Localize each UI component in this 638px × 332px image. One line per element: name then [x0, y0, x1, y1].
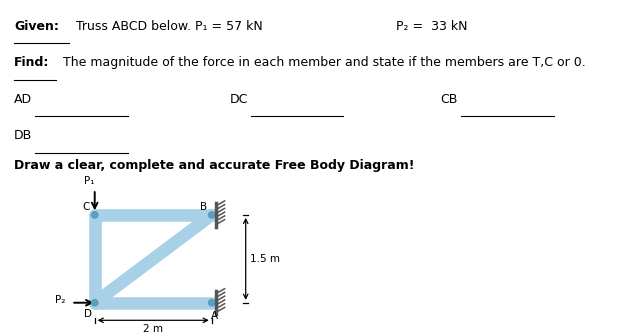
Circle shape	[209, 212, 215, 218]
Text: Draw a clear, complete and accurate Free Body Diagram!: Draw a clear, complete and accurate Free…	[14, 159, 415, 172]
Text: A: A	[211, 311, 218, 321]
Text: P₁: P₁	[84, 176, 94, 186]
Text: P₂: P₂	[55, 295, 66, 305]
Text: Find:: Find:	[14, 56, 49, 69]
Text: AD: AD	[14, 93, 32, 106]
Circle shape	[91, 299, 98, 306]
Text: Given:: Given:	[14, 20, 59, 33]
Text: P₂ =  33 kN: P₂ = 33 kN	[396, 20, 467, 33]
Text: C: C	[83, 202, 90, 212]
Circle shape	[91, 212, 98, 218]
Text: The magnitude of the force in each member and state if the members are T,C or 0.: The magnitude of the force in each membe…	[59, 56, 586, 69]
Text: CB: CB	[440, 93, 457, 106]
Text: 2 m: 2 m	[144, 324, 163, 332]
Text: D: D	[84, 308, 93, 319]
Circle shape	[209, 299, 215, 306]
Text: B: B	[200, 202, 207, 212]
Text: DC: DC	[230, 93, 248, 106]
Text: Truss ABCD below. P₁ = 57 kN: Truss ABCD below. P₁ = 57 kN	[72, 20, 263, 33]
Text: DB: DB	[14, 129, 33, 142]
Text: 1.5 m: 1.5 m	[250, 254, 280, 264]
